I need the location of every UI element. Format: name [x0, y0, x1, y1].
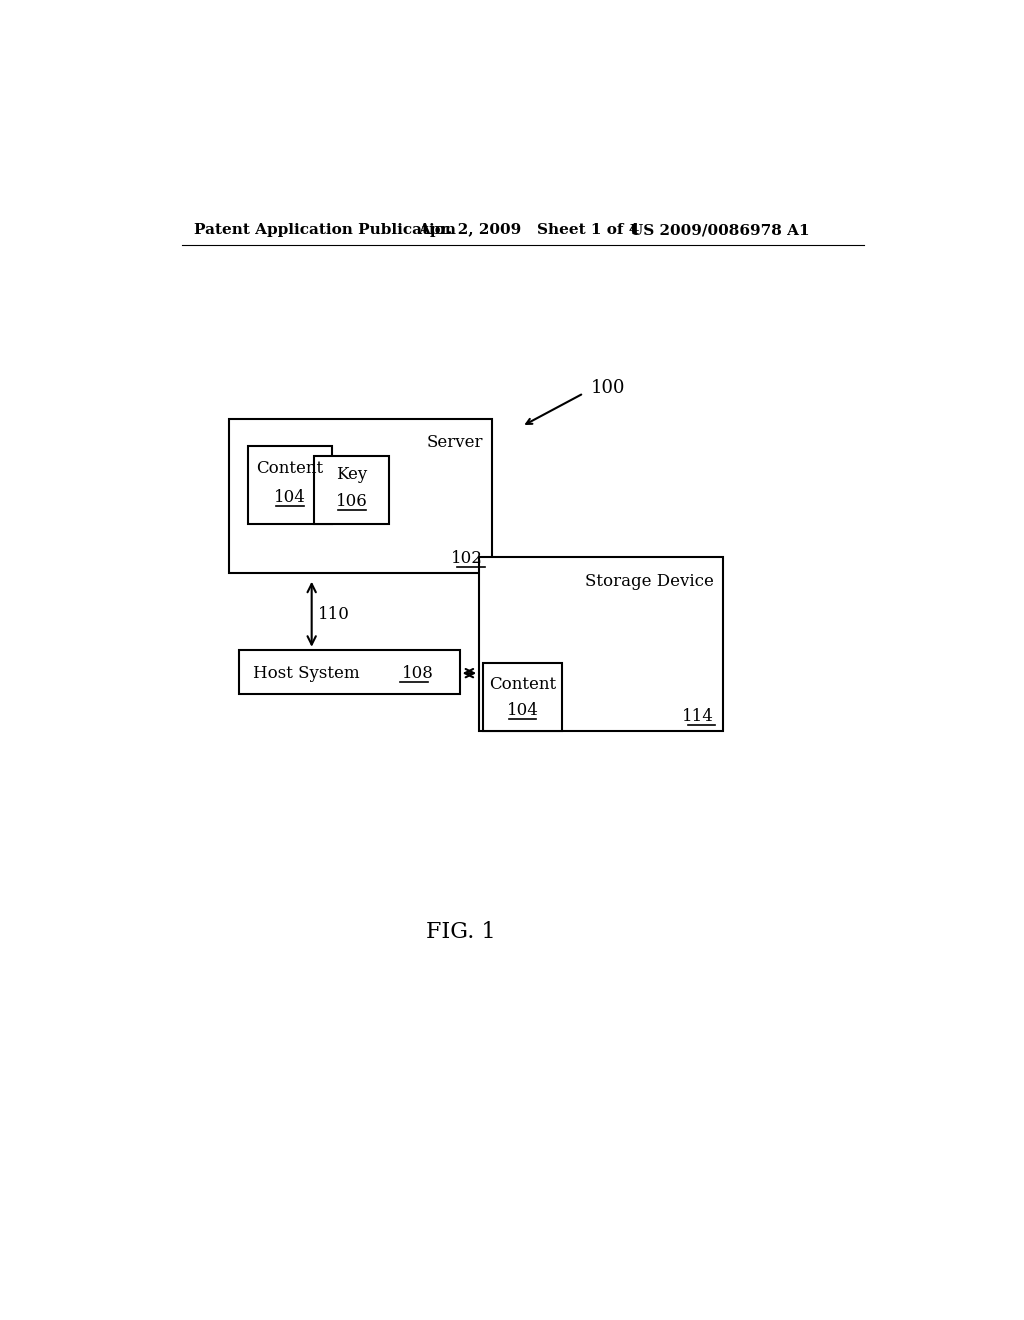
Text: 110: 110	[317, 606, 350, 623]
Text: Apr. 2, 2009   Sheet 1 of 4: Apr. 2, 2009 Sheet 1 of 4	[419, 223, 640, 238]
Text: Content: Content	[488, 676, 556, 693]
Text: 106: 106	[336, 492, 368, 510]
Text: 104: 104	[274, 490, 306, 507]
Bar	[248, 446, 332, 524]
Text: Storage Device: Storage Device	[585, 573, 714, 590]
Text: Patent Application Publication: Patent Application Publication	[194, 223, 456, 238]
Bar	[314, 457, 389, 524]
Text: Host System: Host System	[253, 665, 359, 681]
Text: Key: Key	[336, 466, 368, 483]
Text: 100: 100	[591, 379, 626, 397]
Bar	[479, 557, 723, 730]
Bar	[483, 663, 562, 730]
Text: US 2009/0086978 A1: US 2009/0086978 A1	[630, 223, 810, 238]
Text: Content: Content	[256, 461, 324, 478]
Bar	[228, 418, 493, 573]
Text: 114: 114	[682, 708, 714, 725]
Text: Server: Server	[426, 434, 483, 451]
Text: 102: 102	[452, 550, 483, 568]
Bar	[239, 649, 460, 693]
Text: FIG. 1: FIG. 1	[426, 921, 496, 944]
Text: 104: 104	[507, 702, 539, 719]
Text: 108: 108	[401, 665, 433, 681]
